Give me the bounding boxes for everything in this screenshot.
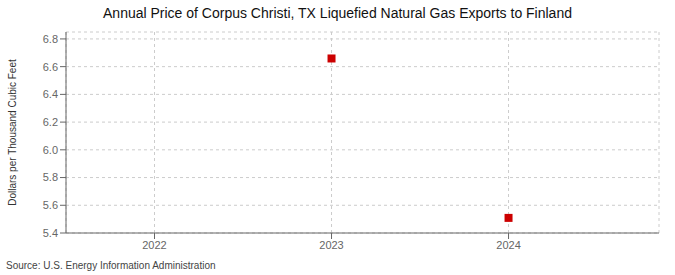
svg-text:5.6: 5.6: [43, 199, 58, 211]
svg-text:Dollars per Thousand Cubic Fee: Dollars per Thousand Cubic Feet: [7, 59, 18, 206]
svg-text:6.0: 6.0: [43, 144, 58, 156]
html-text:Source: U.S. Energy Informatio: Source: U.S. Energy Information Administ…: [6, 260, 216, 271]
svg-text:6.2: 6.2: [43, 116, 58, 128]
svg-text:5.4: 5.4: [43, 227, 58, 239]
html-text:Annual Price of Corpus Christi: Annual Price of Corpus Christi, TX Lique…: [103, 5, 572, 21]
svg-text:6.6: 6.6: [43, 61, 58, 73]
svg-text:6.8: 6.8: [43, 33, 58, 45]
svg-text:2022: 2022: [142, 239, 166, 251]
svg-text:6.4: 6.4: [43, 88, 58, 100]
svg-text:2023: 2023: [319, 239, 343, 251]
svg-text:5.8: 5.8: [43, 171, 58, 183]
svg-text:2024: 2024: [496, 239, 520, 251]
